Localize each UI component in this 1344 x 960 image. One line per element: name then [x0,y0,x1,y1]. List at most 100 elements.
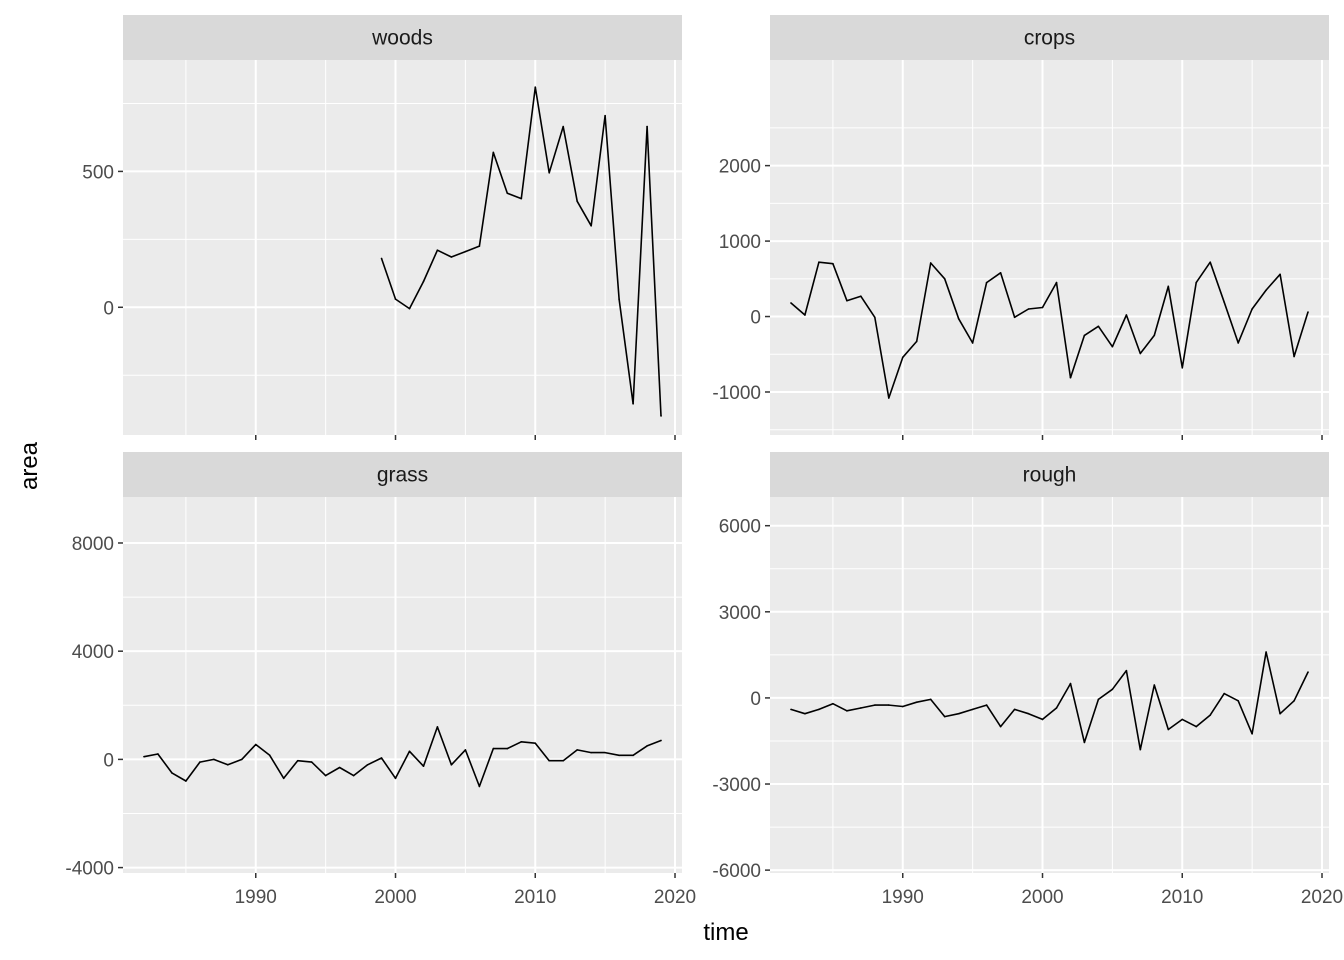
series-line-crops [790,261,1309,399]
data-point [199,761,201,763]
data-point [832,262,834,265]
y-tick-label: -1000 [712,383,761,404]
data-point [943,715,946,718]
data-point [506,747,509,750]
strip-label-woods: woods [371,27,433,50]
series-line-rough [790,651,1309,751]
data-point [590,224,592,227]
series-line-grass [143,726,662,788]
data-point [660,415,662,417]
data-point [520,197,523,200]
data-point [1097,698,1100,701]
data-point [1279,273,1281,276]
data-point [352,774,355,777]
data-point [492,747,495,750]
data-point [394,777,397,780]
data-point [1237,342,1239,344]
strip-label-grass: grass [377,464,428,487]
panel-background-grass [123,497,682,873]
data-point [310,761,313,763]
data-point [618,298,620,300]
data-point [846,299,848,302]
data-point [1125,669,1128,672]
data-point [999,271,1002,274]
data-point [534,86,537,88]
data-point [338,766,341,769]
data-point [790,302,792,304]
data-point [860,295,862,297]
data-point [324,774,327,777]
data-point [1307,671,1309,673]
y-tick-label: 1000 [719,232,761,253]
data-point [1027,712,1030,715]
data-point [1013,316,1016,319]
data-point [901,705,904,708]
data-point [915,701,918,704]
data-point [1041,718,1044,721]
data-point [1209,261,1212,264]
strip-crops [770,15,1329,60]
data-point [804,314,806,316]
data-point [1055,281,1058,284]
data-point [999,725,1002,728]
data-point [1293,355,1295,358]
data-point [1055,707,1058,709]
data-point [1195,725,1198,728]
x-tick-label: 2000 [374,887,416,908]
x-tick-label: 2020 [654,887,696,908]
data-point [985,704,988,706]
data-point [818,261,820,264]
data-point [971,708,974,711]
data-point [1279,712,1281,715]
data-point [818,708,820,711]
panel-background-rough [770,497,1329,873]
data-point [492,151,495,154]
data-point [846,710,848,712]
data-point [478,785,481,788]
data-point [1237,699,1239,702]
data-point [971,342,974,344]
data-point [832,702,834,705]
data-point [185,780,187,782]
data-point [1125,314,1128,316]
data-point [506,192,509,194]
data-point [548,759,551,762]
data-point [1307,311,1309,313]
data-point [213,758,215,761]
data-point [604,114,606,117]
data-point [1069,376,1072,379]
y-tick-label: 8000 [72,534,114,555]
data-point [520,741,523,743]
data-point [804,712,806,715]
data-point [874,316,876,319]
data-point [1293,699,1295,702]
strip-woods [123,15,682,60]
data-point [1153,334,1156,337]
y-axis-title: area [16,441,43,490]
data-point [394,298,397,300]
data-point [254,743,257,746]
data-point [1265,289,1267,291]
y-tick-label: -4000 [65,859,114,880]
data-point [1265,651,1267,653]
data-point [1195,281,1198,284]
data-point [943,278,946,280]
data-point [874,704,876,706]
data-point [604,751,606,754]
data-point [985,281,988,284]
data-point [915,340,918,343]
data-point [1153,684,1156,686]
strip-label-crops: crops [1024,27,1075,50]
y-tick-label: 3000 [719,603,761,624]
data-point [562,125,565,128]
data-point [929,262,932,264]
data-point [1223,301,1225,304]
data-point [632,402,634,405]
data-point [464,250,467,253]
data-point [1139,352,1142,355]
data-point [1041,306,1044,309]
data-point [478,245,481,247]
data-point [1111,345,1114,348]
strip-label-rough: rough [1023,464,1077,487]
strip-rough [770,452,1329,497]
